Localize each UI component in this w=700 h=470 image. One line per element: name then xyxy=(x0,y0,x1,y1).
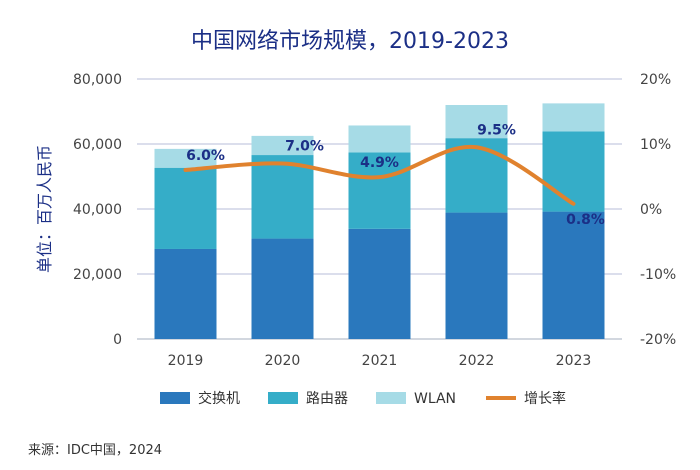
legend-label: 路由器 xyxy=(306,391,348,407)
y-tick-label: 20,000 xyxy=(73,267,122,283)
x-tick-label: 2021 xyxy=(362,353,398,369)
bar-WLAN-2022 xyxy=(445,105,508,139)
y-axis-label: 单位：百万人民币 xyxy=(35,145,54,273)
x-tick-label: 2023 xyxy=(556,353,592,369)
growth-label: 6.0% xyxy=(186,148,225,164)
bar-交换机-2020 xyxy=(251,238,314,339)
growth-label: 0.8% xyxy=(566,212,605,228)
y-tick-label: 80,000 xyxy=(73,72,122,88)
bar-WLAN-2019 xyxy=(154,148,217,168)
bar-交换机-2019 xyxy=(154,248,217,339)
growth-label: 9.5% xyxy=(477,122,516,138)
growth-label: 7.0% xyxy=(285,139,324,155)
legend-swatch xyxy=(160,392,190,404)
legend-swatch xyxy=(268,392,298,404)
bar-交换机-2023 xyxy=(542,211,605,339)
y2-tick-label: 10% xyxy=(640,137,671,153)
x-tick-label: 2022 xyxy=(459,353,495,369)
bar-交换机-2022 xyxy=(445,212,508,339)
legend-label: 交换机 xyxy=(198,390,240,407)
legend-label: WLAN xyxy=(414,391,456,407)
y-tick-label: 60,000 xyxy=(73,137,122,153)
legend-label: 增长率 xyxy=(524,390,566,407)
legend-swatch xyxy=(376,392,406,404)
y2-tick-label: -20% xyxy=(640,332,676,348)
bar-WLAN-2020 xyxy=(251,135,314,156)
bar-路由器-2023 xyxy=(542,131,605,212)
y2-tick-label: 0% xyxy=(640,202,662,218)
growth-label: 4.9% xyxy=(360,155,399,171)
bar-WLAN-2021 xyxy=(348,125,411,153)
chart-title: 中国网络市场规模，2019-2023 xyxy=(191,29,509,54)
bar-路由器-2020 xyxy=(251,155,314,239)
y2-tick-label: 20% xyxy=(640,72,671,88)
y-tick-label: 40,000 xyxy=(73,202,122,218)
bar-交换机-2021 xyxy=(348,228,411,339)
growth-rate-line xyxy=(183,144,576,206)
source-note: 来源：IDC中国，2024 xyxy=(28,443,162,458)
bar-WLAN-2023 xyxy=(542,103,605,132)
bar-路由器-2021 xyxy=(348,152,411,229)
x-tick-label: 2019 xyxy=(168,353,204,369)
y-tick-label: 0 xyxy=(113,332,122,348)
bar-路由器-2019 xyxy=(154,167,217,249)
x-tick-label: 2020 xyxy=(265,353,301,369)
y2-tick-label: -10% xyxy=(640,267,676,283)
